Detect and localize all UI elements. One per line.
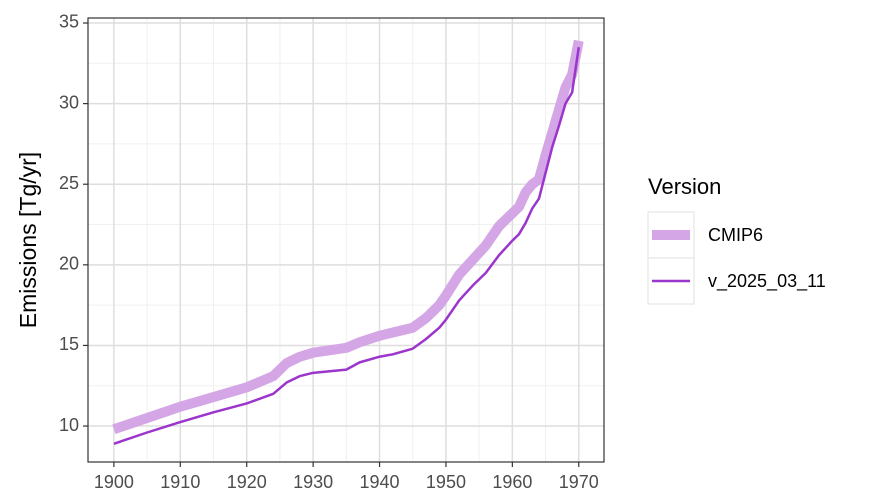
line [113,46,581,445]
x-tick-label: 1970 [559,472,599,492]
y-tick-label: 35 [59,12,79,32]
y-tick-label: 15 [59,334,79,354]
x-tick-label: 1940 [360,472,400,492]
line [112,39,584,435]
x-tick-label: 1910 [160,472,200,492]
y-tick-label: 30 [59,92,79,112]
plot-border [87,17,605,463]
x-tick-label: 1930 [293,472,333,492]
x-tick-label: 1950 [426,472,466,492]
y-axis-label: Emissions [Tg/yr] [15,152,41,328]
x-tick-label: 1900 [94,472,134,492]
legend-label: CMIP6 [708,225,763,245]
y-tick-label: 20 [59,254,79,274]
y-tick-label: 25 [59,173,79,193]
x-tick-label: 1920 [227,472,267,492]
y-tick-label: 10 [59,415,79,435]
x-tick-label: 1960 [492,472,532,492]
legend-label: v_2025_03_11 [708,271,826,292]
legend-title: Version [648,174,721,199]
